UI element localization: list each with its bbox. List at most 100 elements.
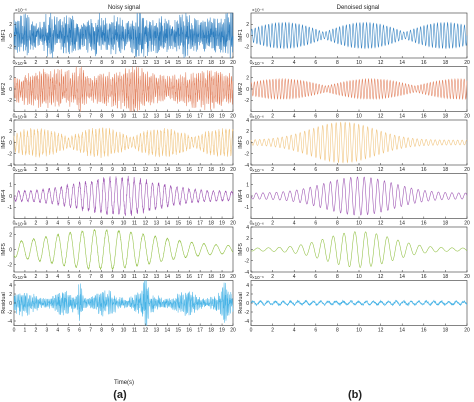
x-tick-label: 11: [132, 328, 137, 334]
exponent-label: ×10⁻⁶: [252, 61, 264, 66]
x-tick-label: 14: [165, 328, 171, 334]
x-tick-label: 2: [271, 114, 274, 120]
x-tick-label: 12: [378, 221, 384, 227]
x-tick-label: 16: [186, 167, 192, 173]
x-tick-label: 20: [230, 60, 236, 66]
y-tick-label: 4: [246, 225, 249, 231]
series-line-imf1: [13, 12, 234, 59]
x-tick-label: 6: [78, 60, 81, 66]
x-tick-label: 20: [464, 221, 470, 227]
exponent-label: ×10⁻⁶: [15, 222, 27, 227]
series-line-imf3: [250, 121, 468, 164]
x-tick-label: 17: [197, 167, 203, 173]
x-tick-label: 10: [121, 114, 127, 120]
x-tick-label: 18: [208, 114, 214, 120]
y-tick-label: -4: [245, 270, 250, 276]
y-tick-label: 2: [246, 76, 249, 82]
x-tick-label: 4: [293, 167, 296, 173]
x-tick-label: 11: [132, 114, 137, 120]
x-tick-label: 4: [293, 274, 296, 280]
x-tick-label: 8: [336, 167, 339, 173]
x-tick-label: 16: [421, 221, 427, 227]
x-tick-label: 10: [121, 167, 127, 173]
y-tick-label: -2: [8, 152, 13, 158]
x-tick-label: 4: [293, 60, 296, 66]
x-tick-label: 4: [293, 328, 296, 334]
exponent-label: ×10⁻⁶: [252, 275, 264, 280]
x-tick-label: 18: [208, 274, 214, 280]
title-left: Noisy signal: [108, 5, 140, 11]
x-tick-label: 8: [100, 60, 103, 66]
x-tick-label: 6: [78, 221, 81, 227]
y-tick-label: 2: [246, 129, 249, 135]
x-tick-label: 0: [13, 221, 16, 227]
x-tick-label: 3: [45, 274, 48, 280]
series-line-imf5: [250, 231, 468, 268]
y-tick-label: -2: [8, 98, 13, 104]
x-tick-label: 7: [89, 114, 92, 120]
y-tick-label: 0: [9, 140, 12, 146]
x-tick-label: 16: [421, 60, 427, 66]
y-tick-label: -2: [245, 259, 250, 265]
y-tick-label: -2: [245, 45, 250, 51]
y-tick-label: -2: [245, 152, 250, 158]
y-tick-label: 0: [9, 87, 12, 93]
y-tick-label: 2: [246, 292, 249, 298]
y-tick-label: 0: [246, 33, 249, 39]
x-tick-label: 20: [230, 167, 236, 173]
y-axis-label: IMF2: [1, 83, 7, 96]
x-tick-label: 19: [219, 167, 225, 173]
y-tick-label: 0: [9, 194, 12, 200]
x-tick-label: 3: [45, 114, 48, 120]
x-tick-label: 20: [464, 328, 470, 334]
x-tick-label: 15: [175, 328, 181, 334]
x-tick-label: 11: [132, 167, 137, 173]
exponent-label: ×10⁻⁶: [15, 61, 27, 66]
y-tick-label: 2: [9, 232, 12, 238]
x-tick-label: 10: [121, 328, 127, 334]
y-tick-label: 0: [9, 247, 12, 253]
x-tick-label: 0: [13, 274, 16, 280]
x-tick-label: 8: [100, 114, 103, 120]
x-tick-label: 4: [56, 114, 59, 120]
x-tick-label: 1: [24, 274, 27, 280]
exponent-label: ×10⁻⁶: [15, 275, 27, 280]
x-tick-label: 20: [230, 274, 236, 280]
y-axis-label: IMF3: [1, 136, 7, 149]
x-tick-label: 16: [421, 114, 427, 120]
x-tick-label: 18: [443, 328, 449, 334]
y-tick-label: -4: [245, 163, 250, 169]
x-tick-label: 6: [78, 114, 81, 120]
x-tick-label: 4: [56, 221, 59, 227]
x-tick-label: 8: [100, 221, 103, 227]
x-tick-label: 0: [250, 274, 253, 280]
x-tick-label: 12: [143, 60, 149, 66]
x-tick-label: 9: [111, 114, 114, 120]
x-tick-label: 8: [100, 328, 103, 334]
x-tick-label: 13: [154, 60, 160, 66]
x-tick-label: 12: [143, 274, 149, 280]
x-tick-label: 10: [356, 328, 362, 334]
x-tick-label: 18: [443, 274, 449, 280]
x-tick-label: 12: [143, 328, 149, 334]
y-tick-label: 1: [9, 183, 12, 189]
x-tick-label: 8: [336, 114, 339, 120]
x-tick-label: 10: [121, 274, 127, 280]
x-tick-label: 12: [143, 114, 149, 120]
x-tick-label: 20: [464, 167, 470, 173]
y-tick-label: 4: [9, 283, 12, 289]
x-tick-label: 11: [132, 60, 137, 66]
x-tick-label: 2: [35, 114, 38, 120]
x-tick-label: 20: [464, 60, 470, 66]
x-tick-label: 15: [175, 221, 181, 227]
x-tick-label: 17: [197, 114, 203, 120]
y-tick-label: 2: [9, 129, 12, 135]
x-tick-label: 2: [35, 328, 38, 334]
x-tick-label: 16: [421, 328, 427, 334]
y-tick-label: -4: [245, 319, 250, 325]
x-tick-label: 9: [111, 60, 114, 66]
